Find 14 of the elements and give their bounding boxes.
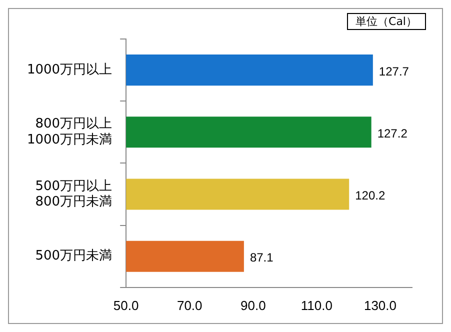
data-label: 120.2 (355, 188, 386, 203)
data-label: 127.7 (378, 64, 410, 78)
data-label: 87.1 (250, 250, 274, 265)
x-tick-label: 90.0 (240, 298, 266, 313)
x-tick-label: 130.0 (364, 298, 397, 313)
data-label: 127.2 (377, 126, 408, 140)
text: 単位（Cal） (346, 13, 426, 30)
x-tick-label: 70.0 (176, 298, 202, 313)
y-tick-label: 800万円以上 1000万円未満 (26, 116, 112, 148)
y-tick-label: 1000万円以上 (26, 62, 112, 78)
x-tick-label: 50.0 (113, 298, 139, 313)
y-tick-label: 500万円未満 (35, 248, 112, 264)
y-tick-label: 500万円以上 800万円未満 (35, 178, 112, 210)
x-tick-label: 110.0 (300, 298, 332, 313)
